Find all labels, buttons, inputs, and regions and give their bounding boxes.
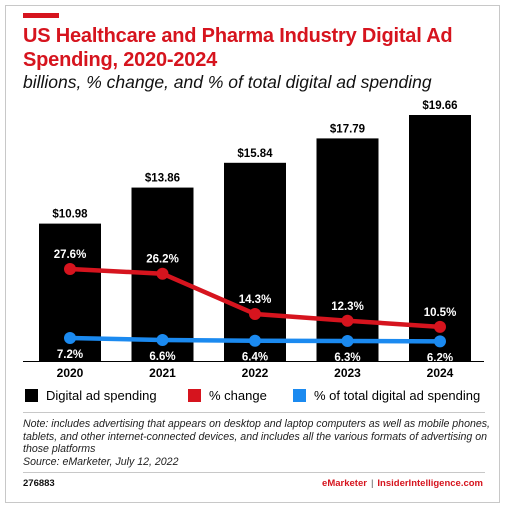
change-point (434, 320, 446, 333)
change-label: 26.2% (146, 254, 179, 266)
bar-value-label: $15.84 (237, 148, 273, 160)
bar-value-label: $19.66 (422, 100, 457, 112)
change-point (156, 267, 169, 280)
share-label: 6.2% (427, 352, 453, 364)
change-label: 27.6% (54, 249, 87, 261)
x-tick-label: 2023 (334, 366, 361, 380)
bar-value-label: $17.79 (330, 123, 365, 135)
footnote-note: Note: includes advertising that appears … (23, 418, 490, 455)
legend-item-percent-of-total: % of total digital ad spending (293, 388, 480, 403)
bar (224, 162, 286, 361)
chart-legend: Digital ad spending % change % of total … (25, 388, 495, 406)
legend-label: Digital ad spending (46, 388, 157, 403)
footer-brand-insider: InsiderIntelligence.com (377, 478, 483, 489)
x-tick-label: 2020 (57, 366, 84, 380)
footer-separator: | (370, 478, 374, 489)
bar (316, 138, 379, 361)
change-point (249, 307, 261, 320)
footer-chart-id: 276883 (23, 478, 55, 489)
footer-brand: eMarketer | InsiderIntelligence.com (322, 478, 483, 489)
divider-top (23, 412, 485, 413)
legend-swatch-blue (293, 389, 306, 402)
share-point (249, 334, 261, 347)
change-point (64, 263, 76, 275)
share-label: 7.2% (57, 349, 83, 361)
x-tick-label: 2024 (427, 366, 454, 380)
chart-subtitle: billions, % change, and % of total digit… (23, 72, 432, 92)
change-point (341, 314, 354, 327)
bar (409, 115, 471, 361)
divider-bottom (23, 472, 485, 473)
legend-swatch-black (25, 389, 38, 402)
share-point (64, 332, 76, 344)
x-tick-label: 2021 (149, 366, 176, 380)
legend-label: % of total digital ad spending (314, 388, 481, 403)
share-label: 6.4% (242, 352, 268, 364)
change-label: 12.3% (331, 301, 364, 313)
footnote: Note: includes advertising that appears … (23, 418, 493, 468)
change-label: 10.5% (424, 307, 457, 319)
legend-item-percent-change: % change (188, 388, 267, 403)
share-label: 6.3% (334, 352, 360, 364)
footnote-source: Source: eMarketer, July 12, 2022 (23, 455, 179, 468)
chart-title: US Healthcare and Pharma Industry Digita… (23, 25, 453, 71)
share-point (341, 335, 354, 348)
footer-brand-emarketer: eMarketer (322, 478, 367, 489)
share-point (434, 335, 446, 348)
bar-value-label: $10.98 (52, 209, 88, 221)
x-tick-label: 2022 (242, 366, 269, 380)
legend-swatch-red (188, 389, 201, 402)
share-label: 6.6% (149, 351, 175, 363)
bar-value-label: $13.86 (145, 173, 180, 185)
legend-item-digital-ad-spending: Digital ad spending (25, 388, 157, 403)
change-label: 14.3% (239, 294, 272, 306)
accent-bar (23, 13, 59, 18)
legend-label: % change (209, 388, 267, 403)
share-point (156, 334, 169, 347)
